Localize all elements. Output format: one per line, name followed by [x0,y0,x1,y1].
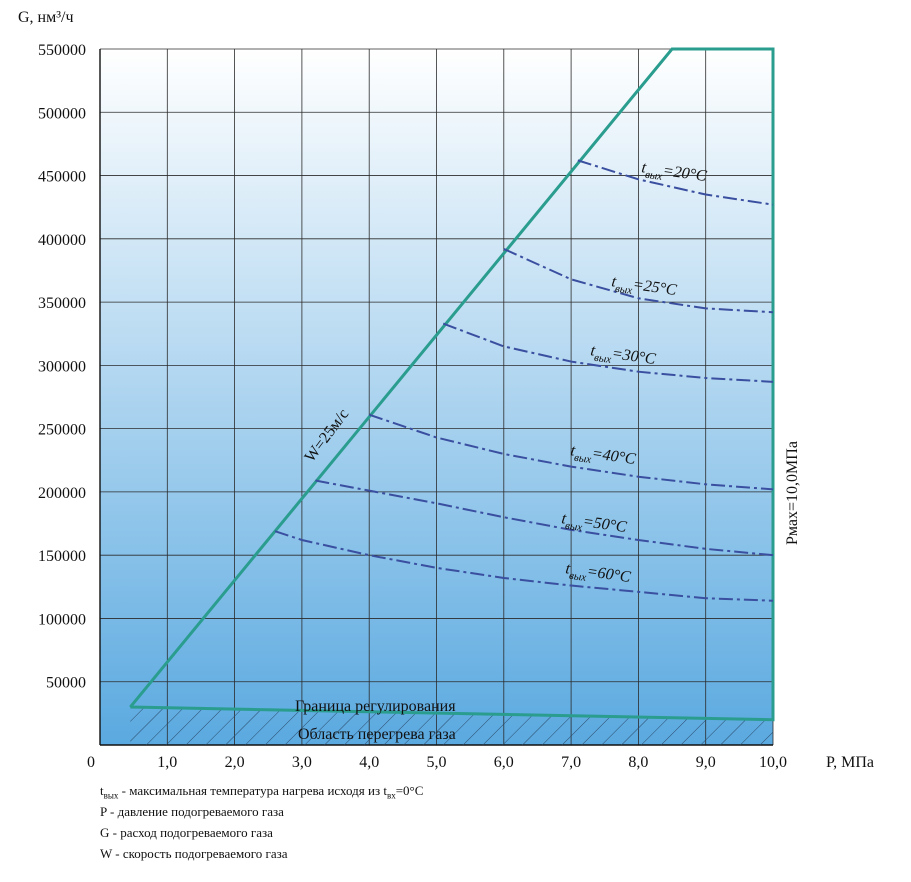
series-label: tвых=40°C [569,442,637,472]
legend-row: tвых - максимальная температура нагрева … [100,783,424,801]
series-line [442,322,774,383]
series-label: tвых=60°C [564,560,632,590]
x-tick-label: 7,0 [561,754,581,771]
y-tick-label: 50000 [46,675,86,692]
origin-label: 0 [87,754,95,771]
legend-row: P - давление подогреваемого газа [100,804,284,819]
boundary [129,47,775,722]
y-tick-label: 200000 [38,485,86,502]
y-tick-label: 250000 [38,422,86,439]
pmax-label: Pмах=10,0МПа [784,441,801,545]
curve-labels: tвых=20°C tвых=25°C tвых=30°C tвых=40°C tвых… [560,159,708,590]
y-tick-label: 300000 [38,358,86,375]
series-label: tвых=20°C [640,159,708,189]
y-axis-label: G, нм³/ч [18,9,74,26]
legend: tвых - максимальная температура нагрева … [100,780,423,864]
series-label: tвых=50°C [560,510,628,540]
series-line [315,479,774,557]
series-label: tвых=25°C [610,273,678,303]
y-tick-label: 500000 [38,105,86,122]
operating-boundary [129,47,775,722]
y-tick-label: 450000 [38,169,86,186]
x-tick-label: 6,0 [494,754,514,771]
series-label: tвых=30°C [589,342,657,372]
x-tick-label: 1,0 [157,754,177,771]
series-group [274,159,774,602]
tick-labels: 1,0 2,0 3,0 4,0 5,0 6,0 7,0 8,0 9,0 10,0 50000 1000… [38,42,787,771]
x-tick-label: 5,0 [427,754,447,771]
overheat-label: Область перегрева газа [298,726,456,743]
y-tick-label: 350000 [38,295,86,312]
x-tick-label: 2,0 [225,754,245,771]
series-line [368,413,774,491]
x-tick-label: 4,0 [359,754,379,771]
x-tick-label: 9,0 [696,754,716,771]
x-axis-label: P, МПа [826,754,874,771]
series-line [274,530,774,602]
legend-row: G - расход подогреваемого газа [100,825,273,840]
y-tick-label: 100000 [38,611,86,628]
regulation-label: Граница регулирования [295,698,456,715]
x-tick-label: 10,0 [759,754,787,771]
series-line [577,159,774,206]
y-tick-label: 400000 [38,232,86,249]
series-line [503,248,774,314]
x-tick-label: 8,0 [628,754,648,771]
y-tick-label: 550000 [38,42,86,59]
x-tick-label: 3,0 [292,754,312,771]
y-tick-label: 150000 [38,548,86,565]
legend-row: W - скорость подогреваемого газа [100,846,288,861]
